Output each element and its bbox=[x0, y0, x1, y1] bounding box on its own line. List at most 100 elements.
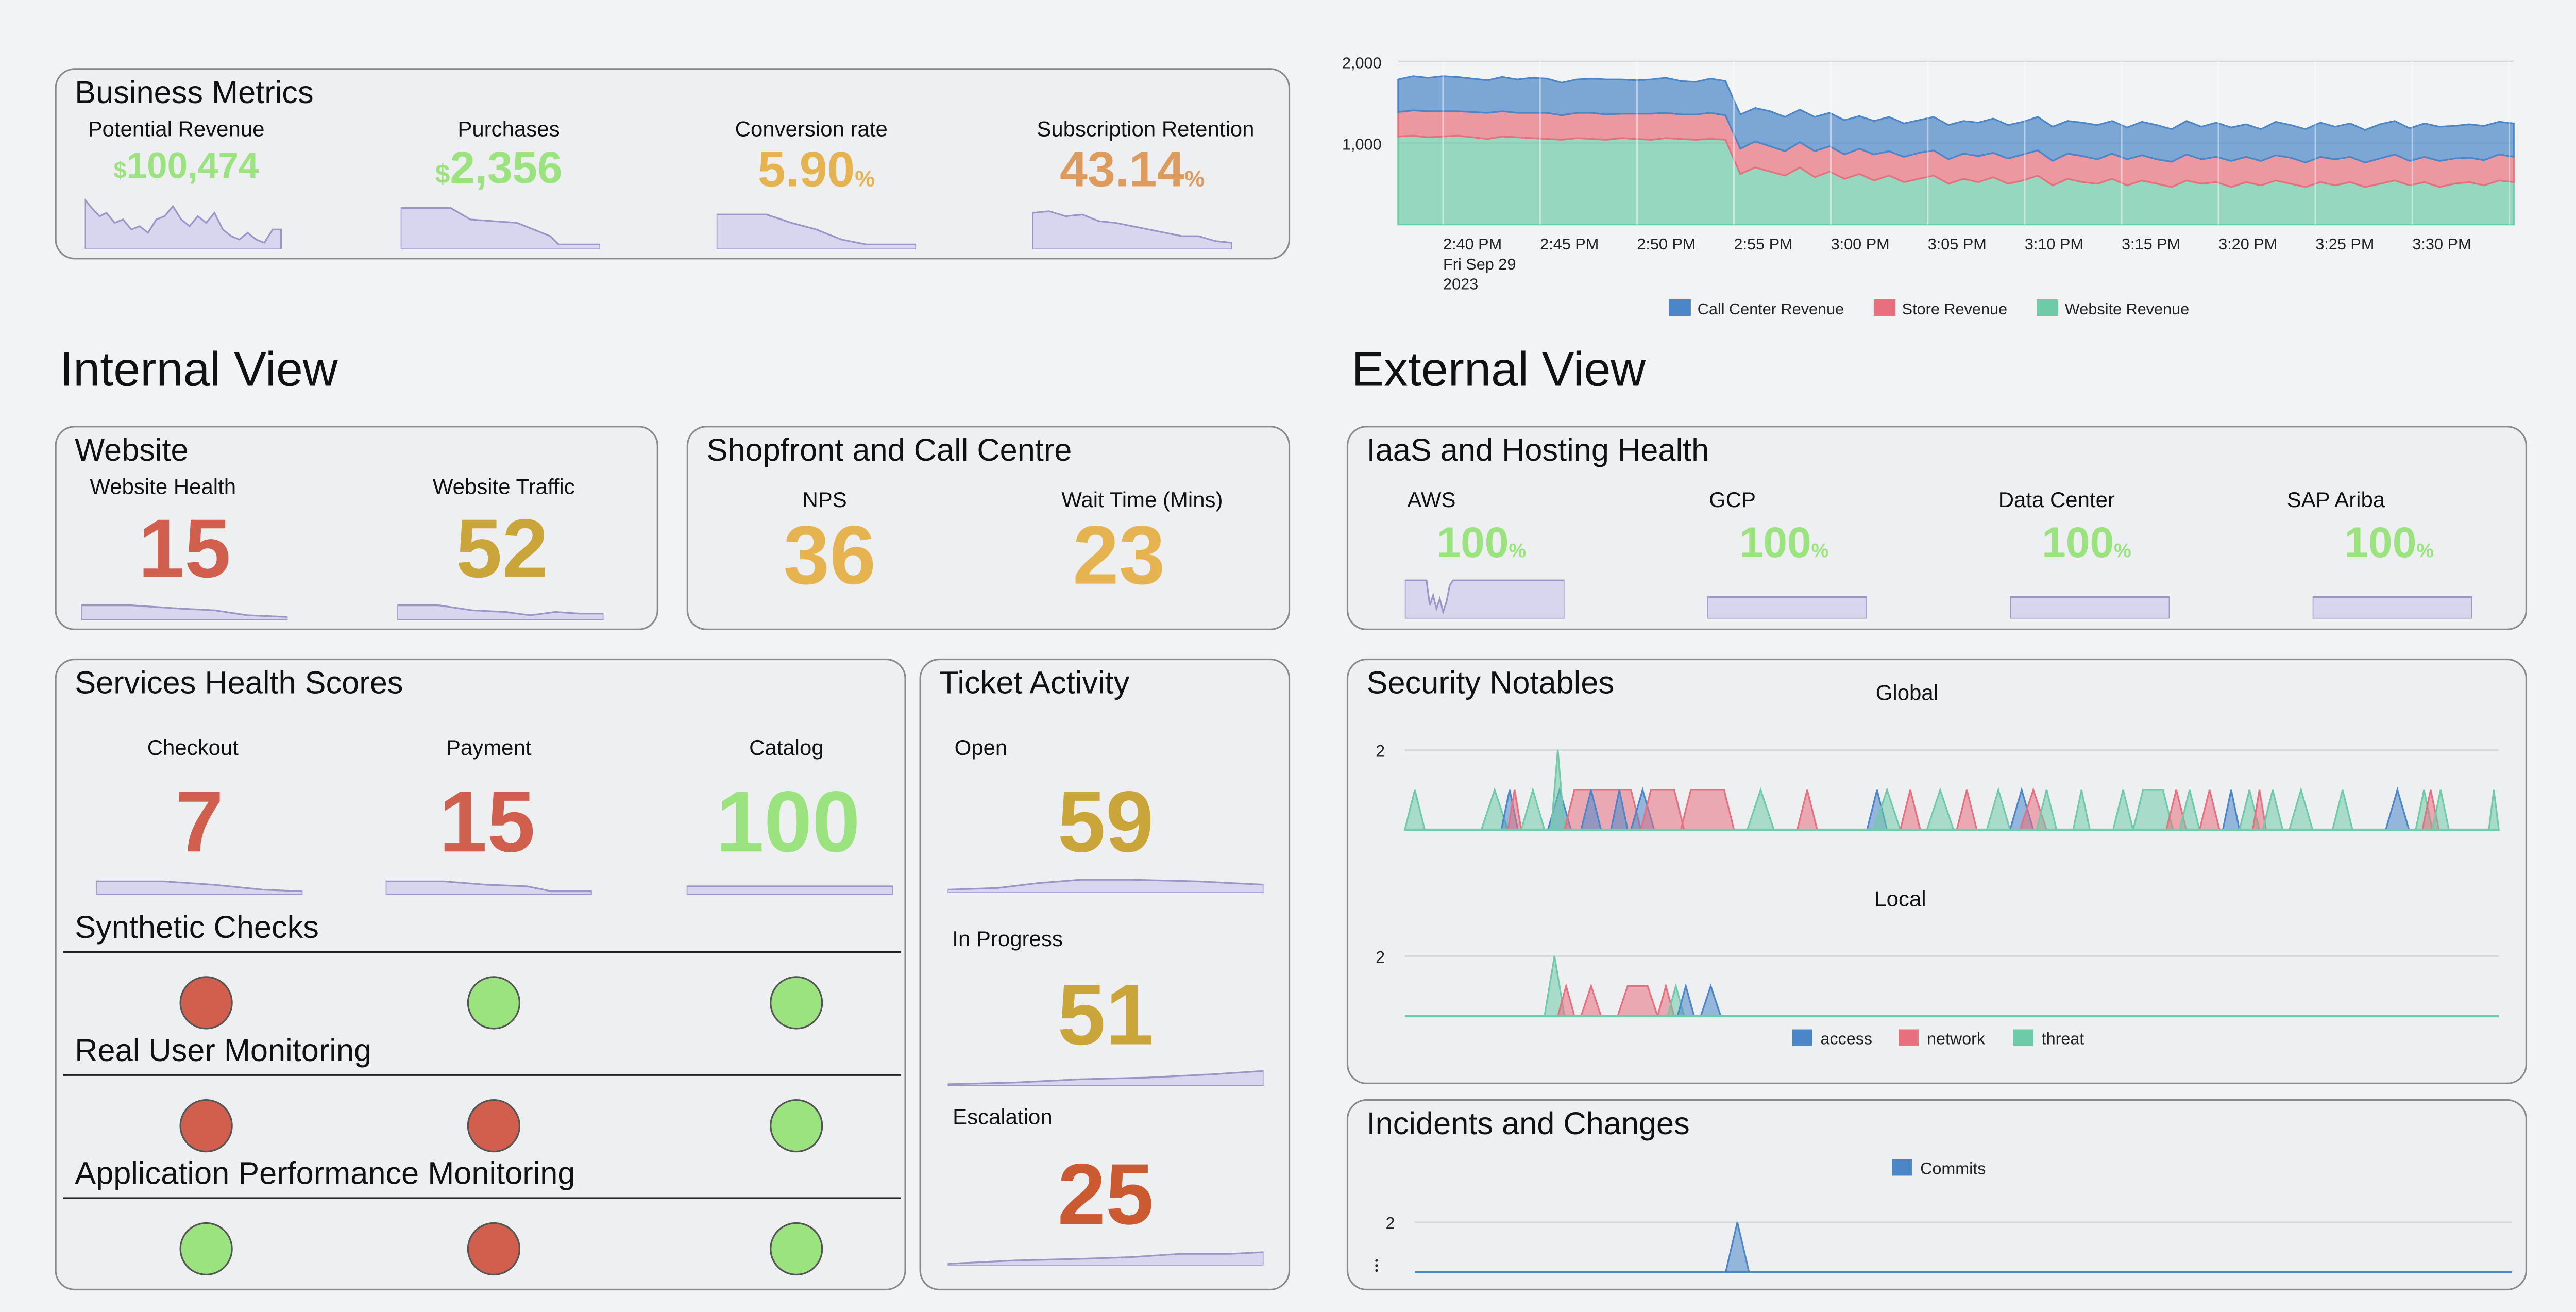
x-tick-label: 3:10 PM bbox=[2025, 236, 2083, 253]
apm-title: Application Performance Monitoring bbox=[75, 1157, 575, 1192]
legend-label-threat: threat bbox=[2042, 1030, 2084, 1048]
access-spike bbox=[2384, 787, 2411, 831]
currency-prefix: $ bbox=[113, 156, 127, 183]
value-text: 43.14 bbox=[1060, 143, 1185, 198]
y-tick-label: 2 bbox=[1385, 1214, 1395, 1233]
metric-label: AWS bbox=[1407, 487, 1456, 512]
sparkline bbox=[716, 213, 917, 250]
divider bbox=[63, 951, 902, 953]
network-spike bbox=[1899, 789, 1922, 831]
global-series-group bbox=[1403, 750, 2500, 831]
status-dot-payment bbox=[467, 1222, 521, 1276]
panel-title: Services Health Scores bbox=[75, 667, 403, 702]
network-spike bbox=[1616, 985, 1659, 1017]
y-tick-label: 2,000 bbox=[1342, 54, 1382, 72]
sparkline bbox=[400, 207, 600, 250]
website-traffic-value: 52 bbox=[455, 502, 549, 596]
threat-spike bbox=[2487, 789, 2500, 831]
metric-label: Open bbox=[954, 735, 1008, 760]
commits-spike bbox=[1724, 1222, 1750, 1273]
metric-label: Wait Time (Mins) bbox=[1061, 487, 1223, 512]
legend-swatch bbox=[2037, 299, 2059, 316]
escalation-value: 25 bbox=[1057, 1147, 1154, 1244]
sap-ariba-value: 100% bbox=[2344, 520, 2434, 564]
revenue-area-chart: 2,000 1,000 2:40 PM 2:45 PM 2:50 PM 2:55 PM 3:… bbox=[1342, 54, 2515, 318]
legend-label-access: access bbox=[1821, 1030, 1872, 1048]
data-center-value: 100% bbox=[2042, 520, 2131, 564]
metric-label: GCP bbox=[1709, 487, 1756, 512]
aws-value: 100% bbox=[1436, 520, 1526, 564]
y-tick-label: 1,000 bbox=[1342, 136, 1382, 153]
x-tick-label: 3:30 PM bbox=[2412, 236, 2471, 253]
network-spike bbox=[1956, 789, 1978, 831]
threat-spike bbox=[2178, 789, 2201, 831]
potential-revenue-value: $100,474 bbox=[113, 147, 259, 184]
status-dot-catalog bbox=[770, 1222, 823, 1276]
percent-suffix: % bbox=[855, 166, 875, 192]
in-progress-value: 51 bbox=[1057, 968, 1154, 1065]
sparkline bbox=[947, 1251, 1264, 1266]
value-text: 5.90 bbox=[757, 143, 855, 198]
sparkline bbox=[947, 1070, 1264, 1086]
y-tick-label: 2 bbox=[1376, 948, 1385, 966]
sparkline bbox=[385, 880, 592, 895]
purchases-value: $2,356 bbox=[435, 145, 563, 191]
checkout-value: 7 bbox=[175, 775, 224, 871]
legend-label: Website Revenue bbox=[2065, 300, 2189, 318]
synthetic-checks-title: Synthetic Checks bbox=[75, 911, 319, 947]
metric-label: Website Health bbox=[90, 474, 236, 499]
security-area-chart: 2 2 access network threat bbox=[1376, 742, 2500, 1048]
metric-label: Payment bbox=[446, 735, 532, 760]
panel-title: Ticket Activity bbox=[939, 667, 1130, 702]
metric-label: In Progress bbox=[952, 926, 1063, 951]
panel-title: Website bbox=[75, 434, 189, 469]
metric-label: SAP Ariba bbox=[2286, 487, 2385, 512]
local-series-group bbox=[1543, 956, 1722, 1017]
x-date-label: Fri Sep 29 bbox=[1443, 256, 1516, 273]
threat-spike bbox=[2112, 789, 2134, 831]
threat-spike bbox=[1403, 789, 1426, 831]
divider bbox=[63, 1074, 902, 1076]
conversion-rate-value: 5.90% bbox=[757, 143, 875, 198]
security-notables-panel: Security Notables Global Local 2 2 acces… bbox=[1346, 658, 2528, 1085]
sparkline bbox=[2312, 596, 2472, 619]
access-spike bbox=[1699, 983, 1722, 1017]
x-tick-label: 3:05 PM bbox=[1928, 236, 1987, 253]
legend-label-network: network bbox=[1927, 1030, 1986, 1048]
legend-swatch bbox=[1873, 299, 1895, 316]
metric-label: Website Traffic bbox=[432, 474, 575, 499]
sparkline bbox=[84, 198, 282, 250]
panel-title: Shopfront and Call Centre bbox=[706, 434, 1072, 469]
threat-spike bbox=[1550, 750, 1566, 831]
sparkline bbox=[947, 879, 1264, 893]
value-text: 100 bbox=[2344, 517, 2417, 567]
threat-spike bbox=[2261, 789, 2284, 831]
shopfront-panel: Shopfront and Call Centre NPS 36 Wait Ti… bbox=[686, 426, 1291, 631]
legend-label-commits: Commits bbox=[1920, 1159, 1986, 1178]
axis-dot bbox=[1375, 1259, 1378, 1262]
network-spike bbox=[2198, 789, 2221, 831]
status-dot-payment bbox=[467, 1099, 521, 1153]
x-tick-label: 2:45 PM bbox=[1540, 236, 1599, 253]
metric-label: Escalation bbox=[953, 1104, 1053, 1130]
access-spike bbox=[2222, 789, 2241, 831]
open-value: 59 bbox=[1057, 775, 1154, 871]
axis-dot bbox=[1375, 1269, 1378, 1272]
percent-suffix: % bbox=[1184, 166, 1205, 192]
panel-title: Incidents and Changes bbox=[1366, 1107, 1690, 1142]
percent-suffix: % bbox=[1811, 540, 1829, 562]
subscription-retention-value: 43.14% bbox=[1060, 143, 1205, 198]
legend-label: Store Revenue bbox=[1902, 300, 2007, 318]
sparkline bbox=[81, 604, 288, 620]
global-chart-title: Global bbox=[1875, 680, 1939, 705]
currency-prefix: $ bbox=[435, 161, 450, 190]
panel-title: IaaS and Hosting Health bbox=[1366, 434, 1709, 469]
local-chart-title: Local bbox=[1874, 886, 1926, 912]
network-spike bbox=[1796, 789, 1819, 831]
sparkline bbox=[397, 604, 604, 620]
status-dot-checkout bbox=[179, 976, 233, 1030]
threat-spike bbox=[1986, 787, 2011, 831]
legend-swatch-commits bbox=[1892, 1159, 1912, 1176]
x-tick-label: 2:55 PM bbox=[1734, 236, 1792, 253]
